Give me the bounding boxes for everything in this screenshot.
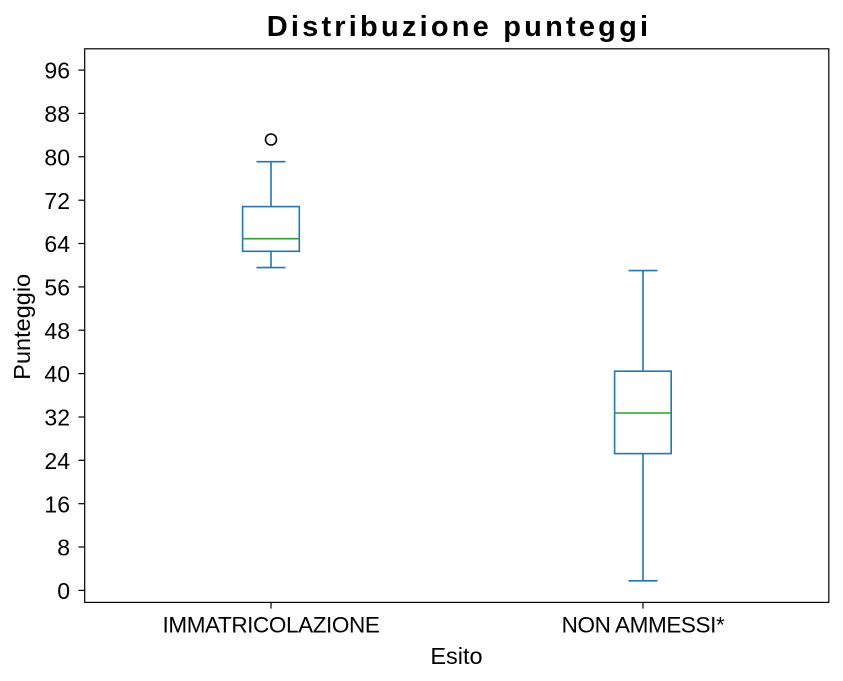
svg-text:Esito: Esito [430, 643, 482, 669]
svg-text:40: 40 [44, 361, 70, 387]
svg-text:16: 16 [44, 491, 70, 517]
svg-text:72: 72 [44, 188, 70, 214]
svg-text:64: 64 [44, 231, 70, 257]
svg-text:96: 96 [44, 58, 70, 84]
svg-text:32: 32 [44, 405, 70, 431]
svg-text:Distribuzione punteggi: Distribuzione punteggi [267, 11, 652, 43]
svg-text:8: 8 [57, 535, 70, 561]
svg-text:NON AMMESSI*: NON AMMESSI* [562, 613, 725, 638]
svg-text:56: 56 [44, 275, 70, 301]
svg-text:80: 80 [44, 144, 70, 170]
svg-text:0: 0 [57, 578, 70, 604]
svg-text:88: 88 [44, 101, 70, 127]
svg-text:Punteggio: Punteggio [9, 274, 35, 380]
svg-text:IMMATRICOLAZIONE: IMMATRICOLAZIONE [163, 613, 380, 638]
svg-text:48: 48 [44, 318, 70, 344]
svg-text:24: 24 [44, 448, 70, 474]
